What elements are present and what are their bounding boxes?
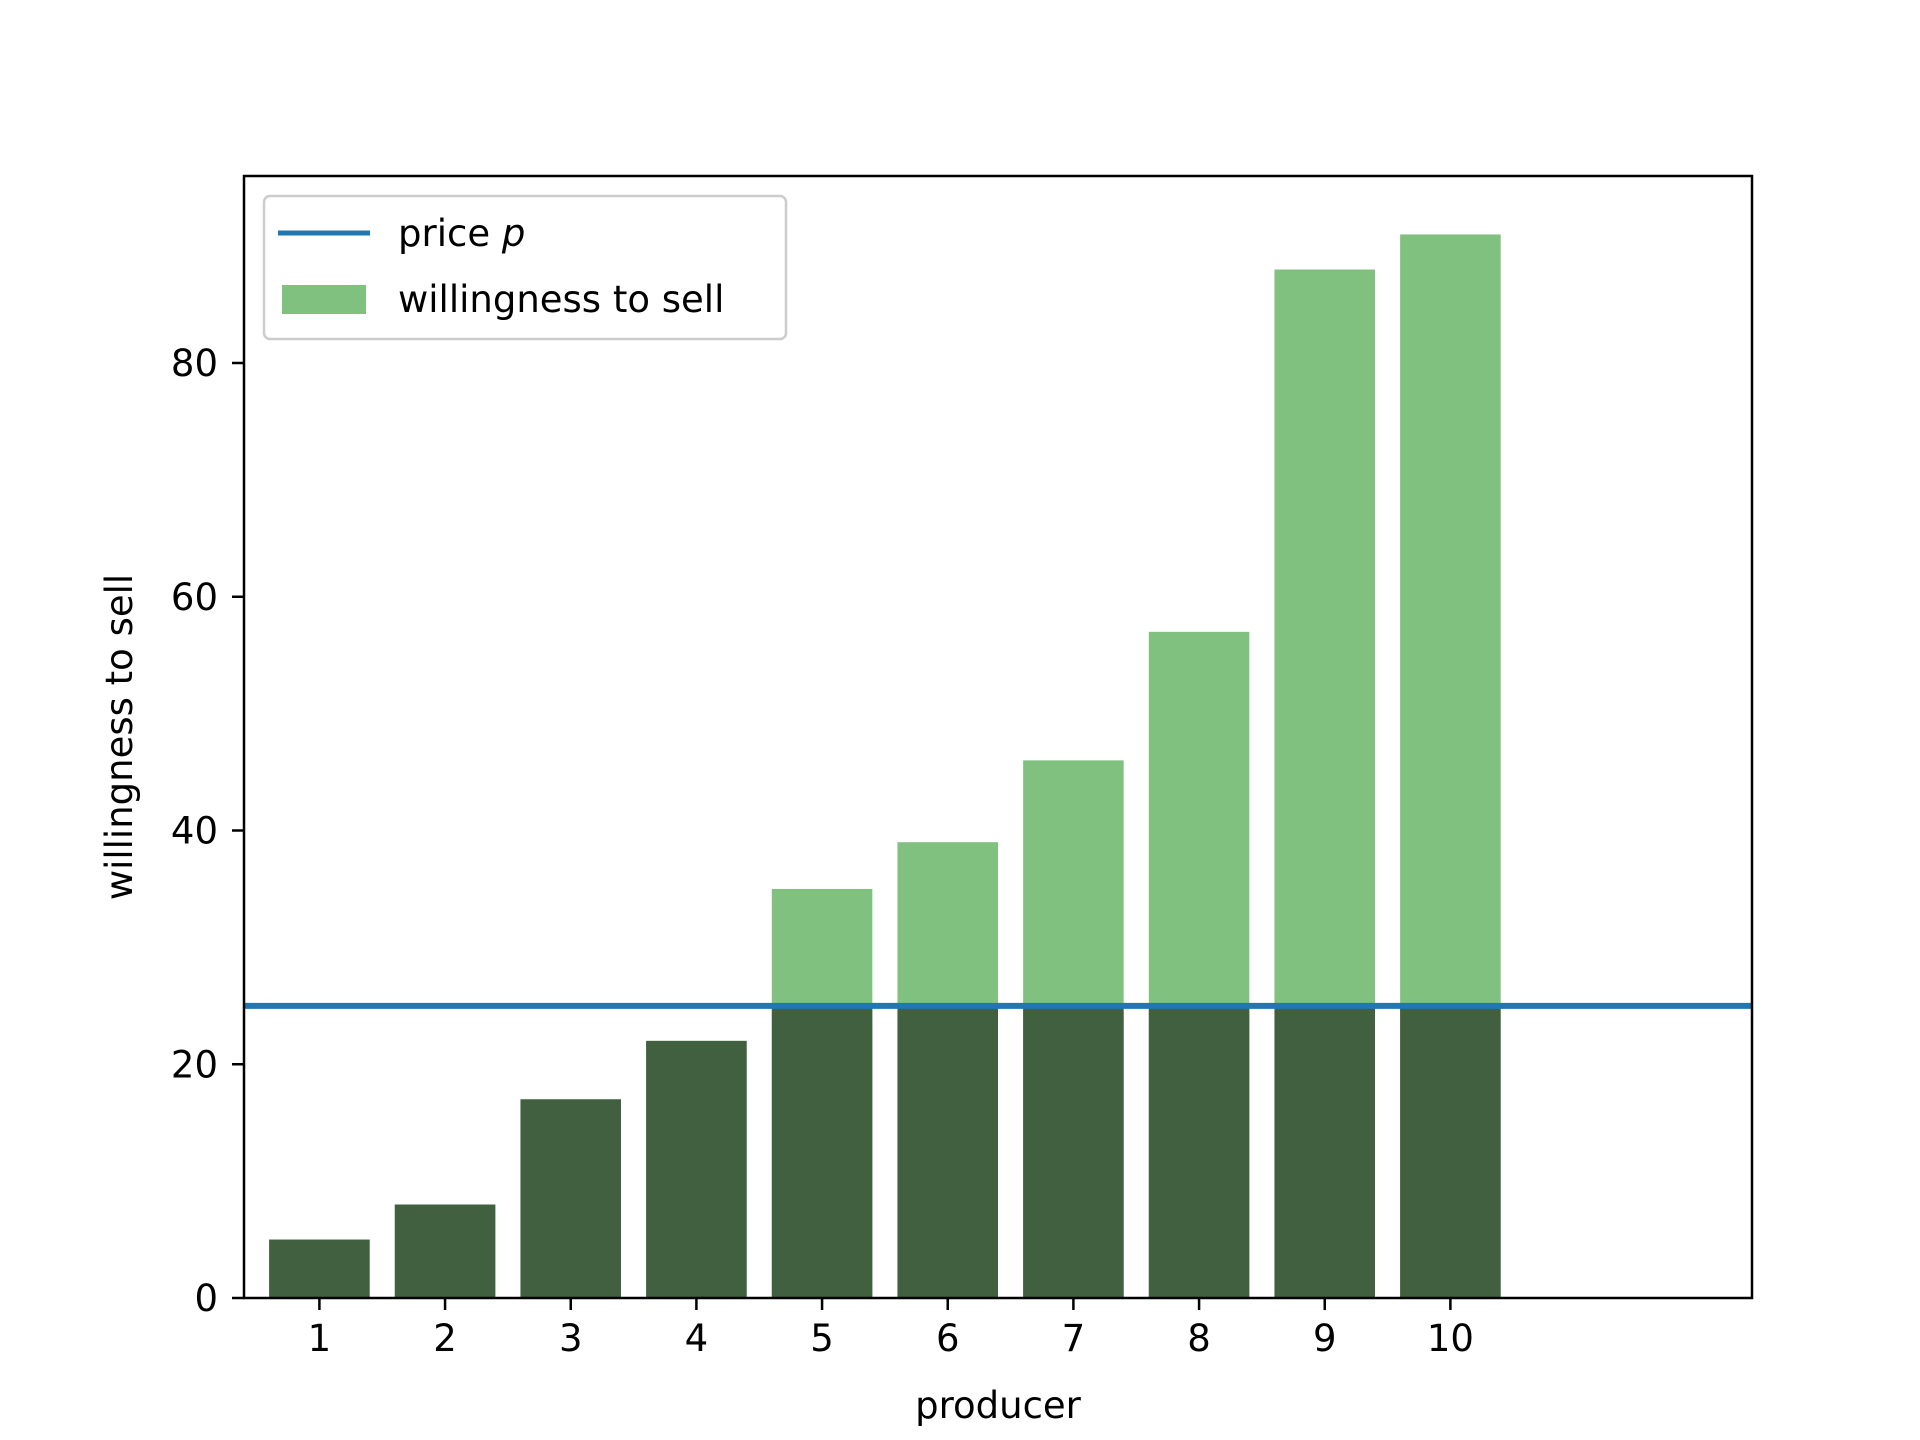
- y-axis-label: willingness to sell: [98, 574, 141, 900]
- x-axis: 1 2 3 4 5 6 7 8 9 10: [308, 1298, 1474, 1360]
- surplus-bar-4: [646, 1040, 747, 1298]
- surplus-bar-10: [1400, 1005, 1501, 1298]
- x-tick-label: 2: [433, 1317, 457, 1360]
- y-tick-label: 80: [171, 342, 218, 385]
- x-tick-label: 3: [559, 1317, 583, 1360]
- legend: price p willingness to sell: [262, 194, 788, 341]
- plot-frame: [242, 174, 1754, 1300]
- x-tick-label: 8: [1187, 1317, 1211, 1360]
- legend-price-label: price p: [398, 212, 525, 255]
- surplus-bar-6: [897, 1005, 998, 1298]
- surplus-bar-7: [1023, 1005, 1124, 1298]
- x-tick-label: 6: [936, 1317, 960, 1360]
- x-tick-label: 9: [1313, 1317, 1337, 1360]
- bars-layer: [269, 234, 1501, 1298]
- y-tick-label: 40: [171, 810, 218, 853]
- surplus-bar-5: [771, 1005, 873, 1298]
- legend-bar-swatch: [282, 285, 366, 314]
- y-axis: 0 20 40 60 80: [171, 342, 244, 1320]
- x-tick-label: 4: [685, 1317, 709, 1360]
- x-axis-label: producer: [915, 1384, 1082, 1427]
- x-tick-label: 5: [810, 1317, 834, 1360]
- surplus-bar-2: [394, 1204, 496, 1298]
- legend-bar-label: willingness to sell: [398, 278, 724, 321]
- legend-box: [262, 194, 788, 341]
- y-tick-label: 0: [194, 1277, 218, 1320]
- x-tick-label: 7: [1062, 1317, 1086, 1360]
- surplus-bar-8: [1148, 1005, 1250, 1298]
- y-tick-label: 20: [171, 1043, 218, 1086]
- surplus-bar-9: [1274, 1005, 1375, 1298]
- x-tick-label: 10: [1427, 1317, 1474, 1360]
- y-tick-label: 60: [171, 576, 218, 619]
- x-tick-label: 1: [308, 1317, 332, 1360]
- surplus-bar-3: [520, 1099, 621, 1298]
- surplus-bar-1: [269, 1239, 370, 1298]
